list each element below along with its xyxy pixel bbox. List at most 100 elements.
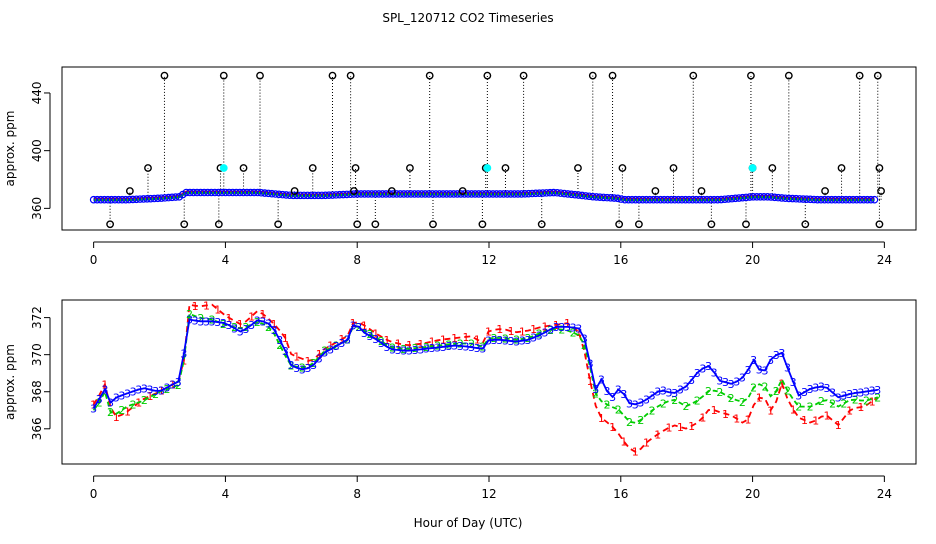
data-point bbox=[218, 188, 226, 197]
series-2-marker: 2 bbox=[603, 398, 610, 411]
data-point bbox=[838, 195, 847, 204]
data-point bbox=[121, 195, 130, 204]
data-point bbox=[859, 195, 868, 204]
data-point bbox=[428, 190, 437, 198]
spike-high-point bbox=[784, 71, 793, 80]
data-point bbox=[253, 188, 262, 197]
data-point bbox=[581, 192, 590, 200]
x-tick-label: 24 bbox=[877, 253, 892, 267]
series-3-marker: 3 bbox=[824, 382, 831, 395]
data-point bbox=[350, 190, 358, 198]
series-3-marker: 3 bbox=[479, 342, 486, 355]
spike-small-point bbox=[821, 187, 829, 195]
data-point bbox=[731, 194, 740, 203]
data-point bbox=[717, 195, 725, 204]
series-2-marker: 2 bbox=[660, 397, 667, 410]
data-point bbox=[318, 191, 326, 200]
series-1-marker: 1 bbox=[316, 348, 323, 361]
series-3-marker: 3 bbox=[525, 334, 532, 347]
series-1-marker: 1 bbox=[440, 333, 447, 346]
data-point bbox=[749, 193, 758, 201]
data-point bbox=[546, 188, 554, 197]
series-1-marker: 1 bbox=[474, 334, 481, 347]
data-point bbox=[303, 191, 312, 200]
series-2-marker: 2 bbox=[321, 345, 328, 358]
data-point bbox=[653, 195, 661, 204]
x-tick-label: 12 bbox=[481, 253, 496, 267]
series-3-marker: 3 bbox=[186, 314, 193, 327]
data-point bbox=[421, 190, 430, 198]
series-2-marker: 2 bbox=[694, 395, 701, 408]
data-point bbox=[867, 195, 875, 204]
data-point bbox=[560, 189, 569, 198]
data-point bbox=[164, 193, 173, 202]
series-1-marker: 1 bbox=[305, 355, 312, 368]
spike-high-point bbox=[689, 71, 698, 80]
data-point bbox=[403, 190, 412, 198]
series-2-marker: 2 bbox=[299, 361, 306, 374]
series-3-marker: 3 bbox=[581, 333, 588, 346]
data-point bbox=[161, 194, 169, 202]
series-3-marker: 3 bbox=[192, 315, 199, 328]
series-3-marker: 3 bbox=[767, 354, 774, 367]
x-tick-label: 20 bbox=[745, 487, 760, 501]
data-point bbox=[528, 189, 536, 198]
data-point bbox=[285, 191, 294, 200]
data-point bbox=[289, 191, 298, 200]
series-3-marker: 3 bbox=[496, 334, 503, 347]
series-red-line bbox=[93, 190, 875, 200]
series-3-marker: 3 bbox=[107, 396, 114, 409]
spike-high-point bbox=[873, 71, 882, 80]
data-point bbox=[599, 193, 608, 202]
series-1-marker: 1 bbox=[271, 318, 278, 331]
series-1-marker: 1 bbox=[541, 320, 548, 333]
spike-low-point bbox=[478, 220, 487, 229]
data-point bbox=[321, 191, 330, 200]
data-point bbox=[613, 194, 622, 203]
series-1-marker: 1 bbox=[214, 303, 221, 316]
data-point bbox=[325, 191, 333, 199]
series-3-marker: 3 bbox=[575, 322, 582, 335]
data-point bbox=[207, 188, 216, 197]
series-2-marker: 2 bbox=[209, 313, 216, 326]
data-point bbox=[681, 195, 690, 204]
series-3-marker: 3 bbox=[141, 382, 148, 395]
series-3-marker: 3 bbox=[276, 334, 283, 347]
series-1-marker: 1 bbox=[113, 411, 120, 424]
data-point bbox=[742, 193, 750, 202]
series-2-marker: 2 bbox=[491, 332, 498, 345]
data-point bbox=[400, 190, 408, 198]
series-1-marker: 1 bbox=[857, 401, 864, 414]
series-3-marker: 3 bbox=[389, 343, 396, 356]
series-2-marker: 2 bbox=[446, 338, 453, 351]
spike-small-point bbox=[458, 187, 467, 195]
data-point bbox=[432, 190, 440, 198]
data-point bbox=[125, 195, 134, 204]
series-3-marker: 3 bbox=[705, 360, 712, 373]
data-point bbox=[699, 195, 708, 204]
series-2-marker: 2 bbox=[818, 395, 825, 408]
series-3-marker: 3 bbox=[626, 397, 633, 410]
data-point bbox=[246, 188, 255, 197]
data-point bbox=[767, 193, 775, 201]
data-point bbox=[442, 190, 451, 198]
series-3-marker: 3 bbox=[519, 335, 526, 348]
series-3-marker: 3 bbox=[666, 386, 673, 399]
spike-high-point bbox=[328, 71, 337, 80]
data-point bbox=[799, 195, 807, 203]
series-3-marker: 3 bbox=[96, 393, 103, 406]
series-2-marker: 2 bbox=[761, 381, 768, 394]
data-point bbox=[357, 190, 365, 198]
data-point bbox=[813, 195, 822, 204]
series-3-marker: 3 bbox=[874, 384, 881, 397]
data-point bbox=[788, 194, 797, 203]
spike-mid-point bbox=[308, 164, 317, 172]
data-point bbox=[424, 190, 433, 198]
data-point bbox=[617, 195, 626, 203]
series-2-marker: 2 bbox=[784, 385, 791, 398]
series-1-marker: 1 bbox=[575, 326, 582, 339]
series-3-marker: 3 bbox=[654, 386, 661, 399]
series-3-marker: 3 bbox=[152, 385, 159, 398]
data-point bbox=[510, 190, 519, 198]
series-1-marker: 1 bbox=[553, 319, 560, 332]
